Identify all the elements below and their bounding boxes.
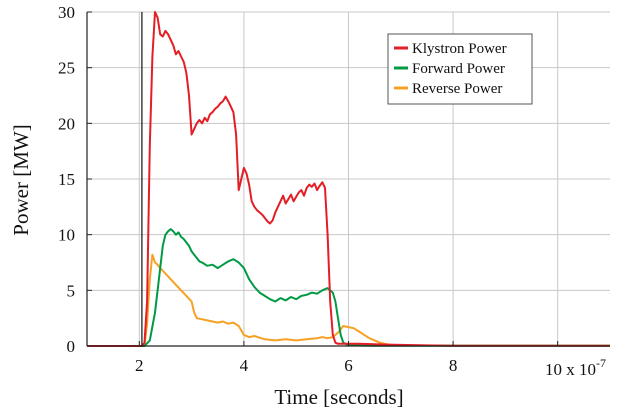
y-tick-label: 0 [67, 337, 76, 356]
y-axis-title: Power [MW] [9, 124, 33, 235]
x-axis-multiplier: 10 x 10-7 [545, 356, 606, 379]
forward-power-line [87, 228, 610, 347]
y-tick-label: 15 [58, 170, 75, 189]
x-tick-label: 4 [240, 356, 249, 375]
reverse-power-line [87, 253, 610, 347]
y-tick-label: 10 [58, 226, 75, 245]
legend-label: Forward Power [412, 61, 505, 77]
series-layer [87, 11, 610, 347]
tick-labels: 2 4 6 8 0 5 10 15 20 25 30 [58, 3, 457, 375]
legend: Klystron Power Forward Power Reverse Power [387, 33, 533, 105]
y-tick-label: 25 [58, 59, 75, 78]
x-tick-label: 6 [344, 356, 353, 375]
axes [86, 11, 610, 347]
y-tick-label: 5 [67, 281, 76, 300]
x-axis-title: Time [seconds] [274, 385, 403, 409]
legend-label: Reverse Power [412, 81, 502, 97]
legend-label: Klystron Power [412, 41, 507, 57]
x-multiplier-base: 10 x 10 [545, 360, 596, 379]
x-multiplier-exponent: -7 [596, 356, 606, 370]
x-tick-label: 8 [449, 356, 458, 375]
klystron-power-line [87, 11, 610, 347]
legend-box [387, 33, 533, 105]
y-tick-label: 20 [58, 114, 75, 133]
x-tick-label: 2 [135, 356, 144, 375]
y-tick-label: 30 [58, 3, 75, 22]
